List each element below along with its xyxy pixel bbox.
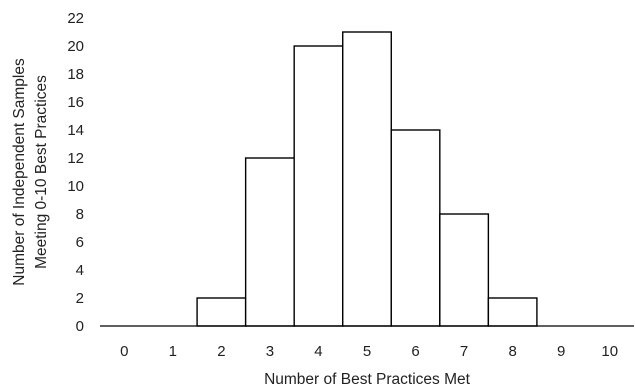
- x-tick-label: 3: [266, 343, 274, 360]
- x-tick-labels: 0 1 2 3 4 5 6 7 8 9 10: [120, 343, 618, 360]
- y-tick-label: 6: [76, 234, 84, 251]
- y-axis-title-line-1: Number of Independent Samples: [11, 58, 28, 286]
- y-tick-label: 16: [67, 94, 84, 111]
- y-tick-label: 2: [76, 290, 84, 307]
- y-tick-label: 22: [67, 10, 84, 27]
- y-tick-labels: 0 2 4 6 8 10 12 14 16 18 20 22: [67, 10, 84, 335]
- y-tick-label: 4: [76, 262, 84, 279]
- x-tick-label: 5: [363, 343, 371, 360]
- bar-6: [390, 129, 441, 327]
- y-tick-label: 18: [67, 66, 84, 83]
- y-axis-title-line-2: Meeting 0-10 Best Practices: [33, 75, 50, 269]
- y-tick-label: 0: [76, 318, 84, 335]
- x-tick-label: 8: [508, 343, 516, 360]
- x-tick-label: 10: [601, 343, 618, 360]
- x-tick-label: 2: [217, 343, 225, 360]
- y-tick-label: 12: [67, 150, 84, 167]
- bar-4: [293, 45, 344, 327]
- x-tick-label: 7: [460, 343, 468, 360]
- x-tick-label: 6: [411, 343, 419, 360]
- x-axis-title: Number of Best Practices Met: [264, 371, 471, 388]
- y-tick-label: 8: [76, 206, 84, 223]
- y-tick-label: 20: [67, 38, 84, 55]
- x-tick-label: 4: [314, 343, 322, 360]
- bar-7: [439, 213, 490, 327]
- x-tick-label: 0: [120, 343, 128, 360]
- x-tick-label: 9: [557, 343, 565, 360]
- bar-group: [196, 31, 538, 327]
- bar-2: [196, 297, 247, 327]
- bar-8: [487, 297, 538, 327]
- bar-5: [342, 31, 392, 327]
- y-tick-label: 14: [67, 122, 84, 139]
- bar-3: [244, 157, 295, 327]
- x-tick-label: 1: [169, 343, 177, 360]
- y-tick-label: 10: [67, 178, 84, 195]
